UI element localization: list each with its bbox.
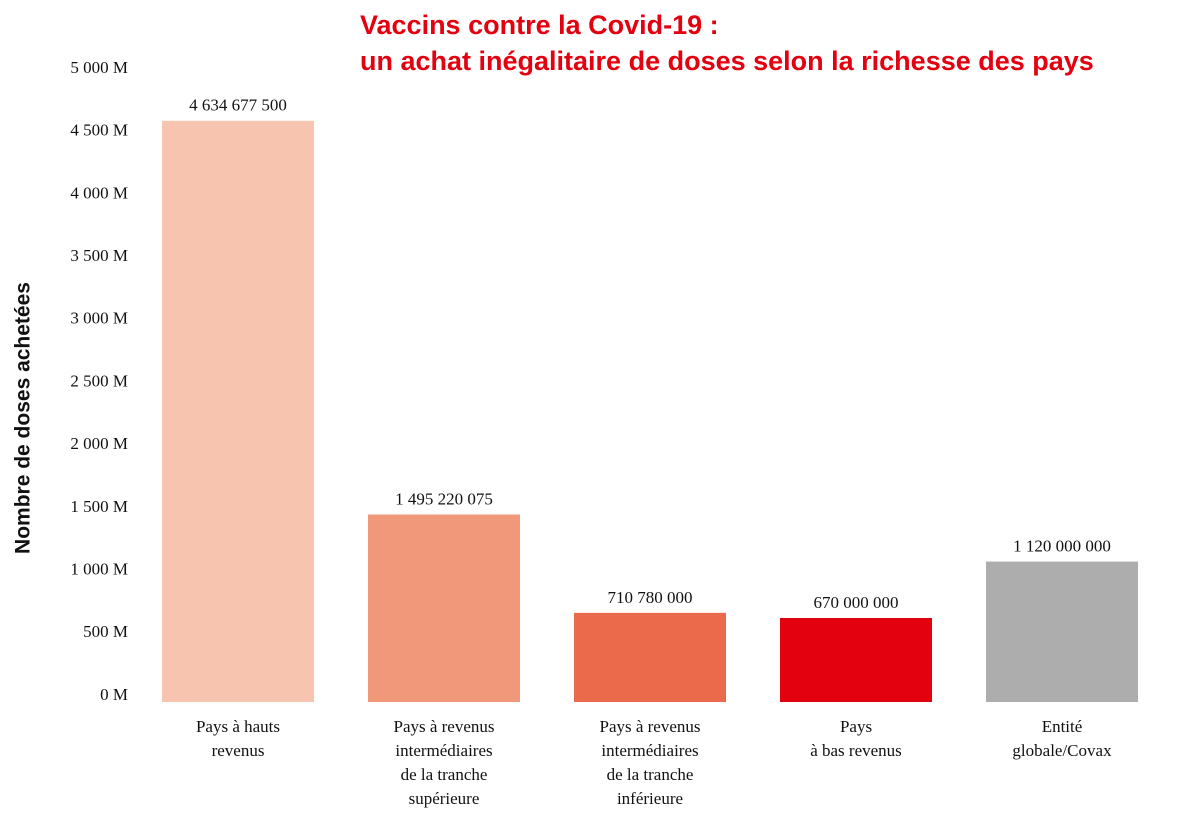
y-tick-label: 500 M xyxy=(83,622,128,641)
value-label: 1 120 000 000 xyxy=(1013,536,1111,555)
x-tick-label: Pays à hauts xyxy=(196,717,280,736)
bar xyxy=(574,612,726,702)
value-label: 1 495 220 075 xyxy=(395,489,493,508)
x-tick-label: à bas revenus xyxy=(810,741,902,760)
x-tick-label: intermédiaires xyxy=(395,741,492,760)
bar xyxy=(162,120,314,702)
bar xyxy=(986,561,1138,702)
y-tick-label: 4 500 M xyxy=(70,121,128,140)
value-label: 670 000 000 xyxy=(814,593,899,612)
x-tick-label: revenus xyxy=(212,741,265,760)
x-tick-label: globale/Covax xyxy=(1012,741,1112,760)
x-tick-label: Pays à revenus xyxy=(599,717,700,736)
chart-title: Vaccins contre la Covid-19 : xyxy=(360,10,719,40)
x-tick-label: de la tranche xyxy=(401,765,488,784)
bar xyxy=(780,617,932,702)
bar xyxy=(368,514,520,702)
value-label: 710 780 000 xyxy=(608,588,693,607)
y-tick-label: 2 000 M xyxy=(70,434,128,453)
y-tick-label: 4 000 M xyxy=(70,183,128,202)
y-axis-label: Nombre de doses achetées xyxy=(12,282,35,554)
y-tick-label: 1 500 M xyxy=(70,497,128,516)
chart-title: un achat inégalitaire de doses selon la … xyxy=(360,46,1094,76)
x-tick-label: inférieure xyxy=(617,789,683,808)
x-tick-label: intermédiaires xyxy=(601,741,698,760)
x-tick-label: Pays à revenus xyxy=(393,717,494,736)
y-tick-label: 5 000 M xyxy=(70,58,128,77)
x-tick-label: supérieure xyxy=(409,789,480,808)
x-tick-label: Entité xyxy=(1042,717,1083,736)
y-tick-label: 2 500 M xyxy=(70,371,128,390)
x-tick-label: Pays xyxy=(840,717,872,736)
y-tick-label: 3 000 M xyxy=(70,309,128,328)
y-tick-label: 3 500 M xyxy=(70,246,128,265)
y-tick-label: 1 000 M xyxy=(70,560,128,579)
x-tick-label: de la tranche xyxy=(607,765,694,784)
value-label: 4 634 677 500 xyxy=(189,96,287,115)
y-tick-label: 0 M xyxy=(100,685,128,704)
